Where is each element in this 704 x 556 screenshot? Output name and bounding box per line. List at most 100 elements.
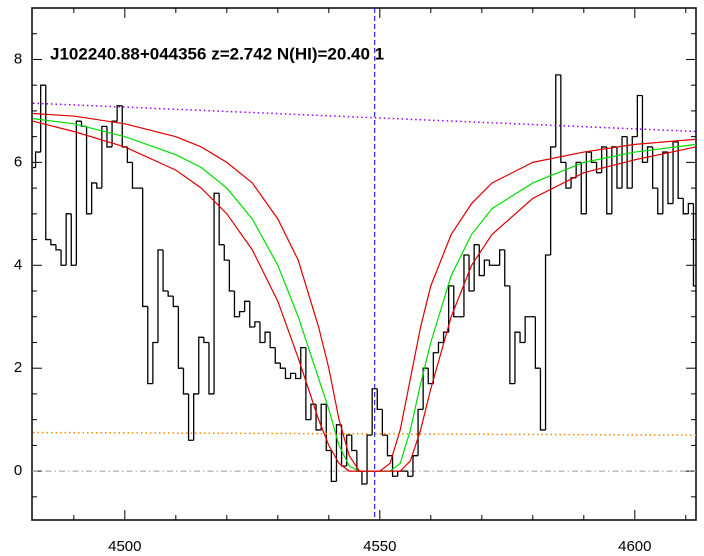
spectrum-step — [682, 198, 689, 215]
spectrum-step — [50, 239, 56, 246]
spectrum-step — [55, 244, 62, 251]
spectrum-step — [483, 259, 490, 276]
spectrum-step — [391, 455, 398, 477]
spectrum-step — [198, 336, 204, 394]
spectrum-step — [244, 300, 250, 312]
spectrum-step — [203, 337, 209, 344]
spectrum-step — [386, 435, 393, 457]
spectrum-step — [223, 244, 230, 261]
spectrum-step — [172, 296, 179, 308]
spectrum-step — [106, 126, 113, 148]
spectrum-step — [182, 368, 189, 395]
spectrum-step — [646, 146, 653, 163]
spectrum-step — [162, 249, 169, 292]
spectrum-step — [300, 346, 306, 379]
spectrum-step — [233, 291, 240, 318]
spectrum-step — [504, 249, 510, 287]
spectrum-step — [514, 331, 521, 384]
plot-frame — [31, 7, 697, 521]
y-tick-label: 6 — [14, 153, 22, 170]
spectrum-step — [116, 105, 123, 122]
x-tick-label: 4500 — [108, 538, 141, 555]
spectrum-step — [121, 105, 128, 148]
spectrum-step — [213, 192, 220, 394]
spectrum-step — [422, 367, 429, 410]
spectrum-step — [437, 341, 444, 353]
spectrum-step — [167, 291, 174, 297]
spectrum-step — [187, 393, 194, 441]
spectrum-step — [279, 363, 286, 369]
spectrum-step — [534, 316, 541, 369]
spectrum-step — [157, 249, 164, 343]
spectrum-step — [672, 141, 679, 204]
spectrum-step — [228, 260, 235, 292]
spectrum-step — [371, 388, 378, 436]
spectrum-step — [524, 316, 531, 343]
spectrum-step — [381, 409, 388, 436]
spectrum-step — [555, 74, 561, 147]
x-tick-label: 4600 — [618, 538, 651, 555]
spectrum-step — [595, 162, 602, 174]
spectrum-step — [330, 450, 337, 483]
spectrum-step — [351, 435, 357, 452]
model-line — [32, 102, 697, 133]
spectrum-step — [544, 254, 551, 430]
spectrum-step — [34, 151, 41, 168]
spectrum-step — [499, 249, 505, 266]
y-tick-label: 8 — [14, 50, 22, 67]
spectrum-step — [636, 94, 643, 137]
spectrum-step — [621, 135, 628, 189]
y-tick-label: 2 — [14, 359, 22, 376]
spectrum-step — [274, 347, 281, 364]
spectrum-step — [616, 146, 623, 189]
spectrum-step — [142, 188, 148, 308]
spectrum-step — [539, 368, 546, 431]
spectrum-step — [65, 213, 72, 266]
spectrum-step — [478, 244, 485, 277]
spectrum-step — [453, 285, 459, 318]
spectrum-step — [692, 203, 696, 287]
spectrum-step — [264, 331, 271, 343]
spectrum-step — [397, 470, 403, 477]
spectrum-step — [631, 135, 638, 189]
spectrum-step — [641, 95, 648, 164]
model-line — [32, 120, 697, 472]
spectrum-step — [177, 306, 184, 369]
spectrum-step — [488, 260, 495, 266]
spectrum-step — [152, 341, 158, 384]
spectrum-step — [473, 244, 480, 292]
spectrum-step — [590, 152, 597, 164]
spectrum-step — [249, 301, 255, 328]
spectrum-step — [111, 120, 118, 147]
spectrum-step — [432, 352, 439, 384]
spectrum-step — [75, 120, 82, 266]
spectrum-step — [45, 85, 51, 241]
spectrum-step — [131, 162, 138, 189]
spectrum-step — [238, 310, 245, 317]
spectrum-step — [677, 141, 684, 200]
spectrum-step — [657, 188, 663, 215]
spectrum-step — [96, 182, 102, 189]
spectrum-step — [85, 126, 92, 215]
spectrum-step — [101, 125, 107, 189]
spectrum-step — [208, 342, 215, 395]
spectrum-step — [652, 146, 658, 189]
spectrum-step — [269, 332, 276, 349]
spectrum-step — [259, 321, 266, 344]
model-line — [33, 431, 697, 436]
spectrum-step — [560, 74, 566, 164]
spectrum-step — [662, 151, 668, 214]
spectrum-step — [284, 368, 291, 380]
spectrum-step — [667, 152, 674, 205]
spectrum-step — [254, 321, 260, 328]
spectrum-step — [40, 84, 46, 153]
spectrum-step — [60, 249, 67, 266]
spectrum-step — [519, 332, 526, 344]
spectrum-step — [565, 162, 572, 189]
spectrum-step — [305, 347, 311, 421]
spectrum-step — [361, 471, 368, 485]
spectrum-step — [315, 404, 322, 431]
spectrum-step — [575, 161, 582, 178]
spectrum-step — [412, 455, 419, 477]
spectrum-step — [407, 471, 413, 477]
